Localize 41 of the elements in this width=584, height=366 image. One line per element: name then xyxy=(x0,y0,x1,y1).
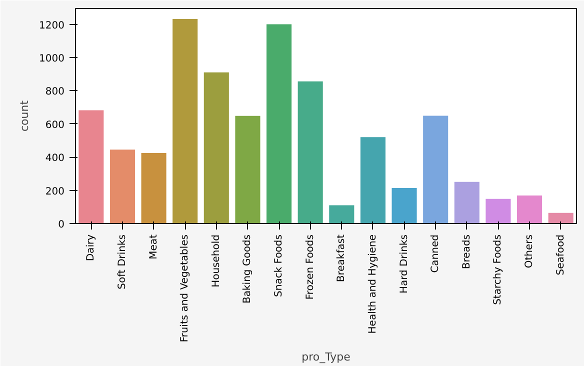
y-axis-title: count xyxy=(18,100,32,132)
bar xyxy=(454,182,480,224)
x-tick-label: Fruits and Vegetables xyxy=(180,234,191,342)
x-tick-label: Dairy xyxy=(86,234,97,262)
bar xyxy=(392,188,417,224)
x-tick-label: Soft Drinks xyxy=(116,234,128,290)
x-tick-label: Others xyxy=(524,234,536,268)
bar xyxy=(329,205,354,224)
bar xyxy=(110,150,135,224)
x-tick-label: Snack Foods xyxy=(274,234,285,297)
y-tick-label: 1200 xyxy=(39,20,65,32)
x-tick-label: Frozen Foods xyxy=(304,234,316,300)
x-tick-label: Baking Goods xyxy=(242,234,254,304)
bar xyxy=(141,152,166,224)
bar xyxy=(486,198,511,224)
bar xyxy=(172,18,198,224)
x-axis-title: pro_Type xyxy=(302,350,351,364)
bar xyxy=(298,81,323,224)
x-tick-label: Seafood xyxy=(555,234,566,276)
x-tick-label: Household xyxy=(210,234,222,288)
x-tick-label: Breakfast xyxy=(336,234,348,282)
bar xyxy=(266,24,292,224)
x-tick-label: Health and Hygiene xyxy=(367,234,378,334)
x-tick-label: Starchy Foods xyxy=(492,234,504,305)
bar xyxy=(548,212,574,224)
y-tick-label: 400 xyxy=(45,153,65,164)
bar xyxy=(360,137,386,224)
bar xyxy=(517,195,542,224)
x-tick-label: Canned xyxy=(430,234,442,273)
y-tick-label: 0 xyxy=(58,220,65,230)
y-tick-label: 800 xyxy=(45,86,65,98)
bar xyxy=(78,110,104,224)
x-tick-label: Breads xyxy=(461,234,472,270)
y-tick-label: 200 xyxy=(45,186,65,198)
bar xyxy=(204,72,229,224)
y-tick-label: 1000 xyxy=(39,53,65,64)
x-tick-label: Meat xyxy=(148,234,160,260)
bar xyxy=(423,116,448,224)
x-tick-label: Hard Drinks xyxy=(398,234,410,294)
y-tick-label: 600 xyxy=(45,120,65,131)
bar xyxy=(235,116,260,224)
